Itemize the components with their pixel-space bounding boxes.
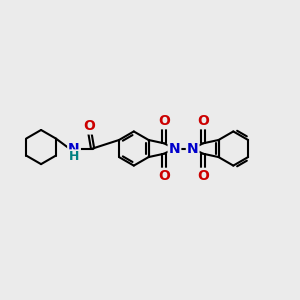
Text: N: N (187, 142, 199, 155)
Text: N: N (169, 142, 180, 155)
Text: H: H (69, 150, 80, 163)
Text: O: O (158, 114, 170, 128)
Text: O: O (197, 169, 209, 183)
Text: O: O (158, 169, 170, 183)
Text: N: N (68, 142, 80, 155)
Text: O: O (197, 114, 209, 128)
Text: O: O (84, 119, 96, 134)
